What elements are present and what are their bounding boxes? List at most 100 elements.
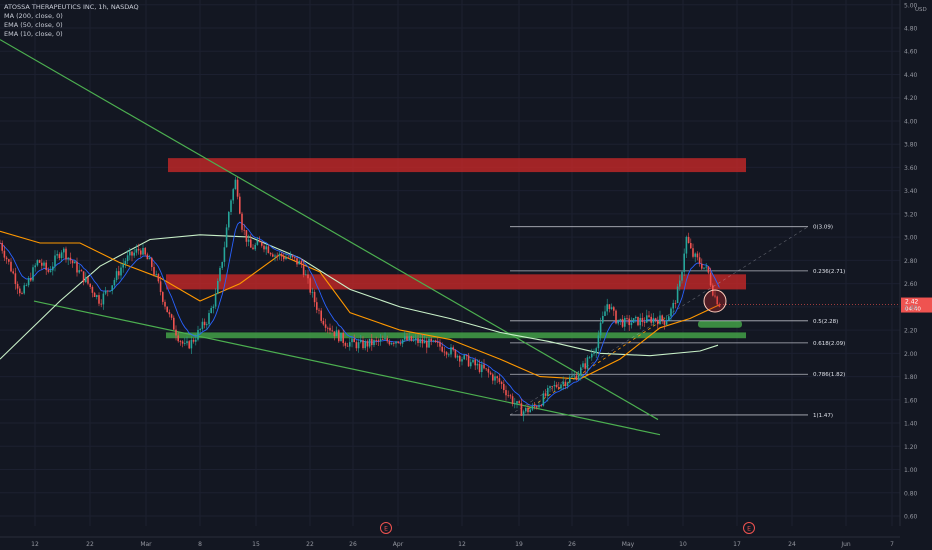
time-tick-label: 7	[890, 541, 894, 548]
candle-body	[221, 261, 223, 268]
candle-body	[597, 335, 600, 349]
indicator-ema50[interactable]: EMA (50, close, 0)	[4, 21, 63, 29]
time-tick-label: 22	[306, 541, 314, 548]
candle-body	[371, 338, 373, 346]
candle-body	[408, 336, 410, 341]
candle-body	[87, 277, 89, 284]
candle-body	[566, 382, 569, 387]
time-tick-label: Jun	[840, 541, 851, 548]
price-tick-label: 2.80	[904, 258, 918, 265]
last-price-badge	[901, 297, 932, 313]
fib-trend-line	[509, 226, 809, 416]
candle-body	[212, 306, 215, 309]
candle-body	[96, 295, 98, 298]
candle-body	[56, 254, 58, 256]
candle-body	[214, 293, 217, 307]
candle-body	[287, 257, 289, 259]
candle-body	[38, 260, 41, 263]
candle-body	[628, 318, 630, 326]
candle-body	[177, 335, 179, 342]
candle-body	[368, 338, 371, 347]
candle-body	[102, 293, 105, 305]
candle-body	[461, 359, 463, 362]
candle-body	[318, 309, 320, 311]
candle-body	[525, 407, 527, 412]
candle-body	[595, 348, 597, 354]
candle-body	[441, 346, 443, 352]
candle-body	[25, 285, 28, 286]
candle-body	[47, 269, 50, 272]
candle-body	[93, 292, 96, 298]
candle-body	[624, 318, 626, 327]
time-tick-label: 26	[349, 541, 357, 548]
candle-body	[76, 261, 78, 273]
price-tick-label: 3.20	[904, 211, 918, 218]
candle-body	[280, 253, 283, 257]
candle-body	[661, 315, 663, 321]
candle-body	[608, 304, 611, 309]
candle-body	[518, 401, 520, 404]
candle-body	[452, 347, 454, 350]
candle-body	[474, 359, 476, 366]
candle-body	[60, 252, 63, 259]
candle-body	[58, 254, 61, 259]
candle-body	[562, 381, 564, 385]
candle-body	[307, 274, 309, 279]
candle-body	[362, 340, 364, 349]
candle-body	[489, 372, 492, 375]
candle-body	[129, 251, 131, 256]
time-tick-label: 24	[788, 541, 796, 548]
price-axis[interactable]: 5.00 4.80 4.60 4.40 4.20 4.00 3.80 3.60 3.40 3.20…	[899, 0, 927, 526]
candle-body	[100, 303, 102, 305]
candle-body	[19, 288, 21, 294]
candle-body	[190, 339, 193, 349]
candle-body	[201, 321, 204, 329]
candle-body	[683, 253, 685, 272]
moving-averages	[0, 221, 721, 407]
candle-body	[659, 315, 661, 325]
candle-body	[74, 261, 76, 264]
candle-body	[430, 338, 432, 342]
candle-body	[162, 292, 164, 302]
candle-body	[564, 381, 567, 387]
candle-body	[311, 291, 314, 293]
candle-body	[12, 271, 14, 274]
candle-body	[575, 375, 578, 380]
time-tick-label: 15	[252, 541, 260, 548]
candle-body	[401, 339, 404, 344]
candle-body	[406, 336, 408, 341]
candle-body	[135, 248, 138, 253]
support-zone	[698, 320, 742, 328]
candle-body	[309, 278, 311, 293]
candle-body	[153, 267, 155, 275]
candle-body	[305, 274, 307, 276]
candle-body	[241, 213, 243, 230]
candle-body	[346, 345, 349, 347]
candle-body	[107, 290, 109, 292]
candle-body	[245, 230, 248, 242]
candle-body	[551, 386, 553, 387]
candle-body	[263, 245, 265, 250]
candle-body	[109, 290, 111, 292]
candle-body	[516, 401, 518, 404]
candle-body	[111, 285, 113, 291]
symbol-title: ATOSSA THERAPEUTICS INC, 1h, NASDAQ	[4, 3, 139, 11]
candle-body	[267, 246, 270, 253]
candle-body	[470, 362, 472, 367]
price-tick-label: 0.60	[904, 514, 918, 521]
time-axis[interactable]: 12 22 Mar 8 15 22 26 Apr 12 19 26 May 10 17 24 Jun 7 E E	[0, 522, 900, 549]
candle-body	[36, 260, 39, 266]
indicator-ema10[interactable]: EMA (10, close, 0)	[4, 30, 63, 38]
candle-body	[503, 384, 505, 391]
candle-body	[364, 341, 366, 349]
candle-body	[617, 319, 619, 324]
candle-body	[588, 357, 591, 359]
indicator-ma200[interactable]: MA (200, close, 0)	[4, 12, 63, 20]
candle-body	[652, 318, 655, 323]
candle-body	[186, 341, 188, 344]
candle-body	[393, 343, 395, 344]
candle-body	[694, 253, 696, 257]
candle-body	[3, 250, 6, 258]
